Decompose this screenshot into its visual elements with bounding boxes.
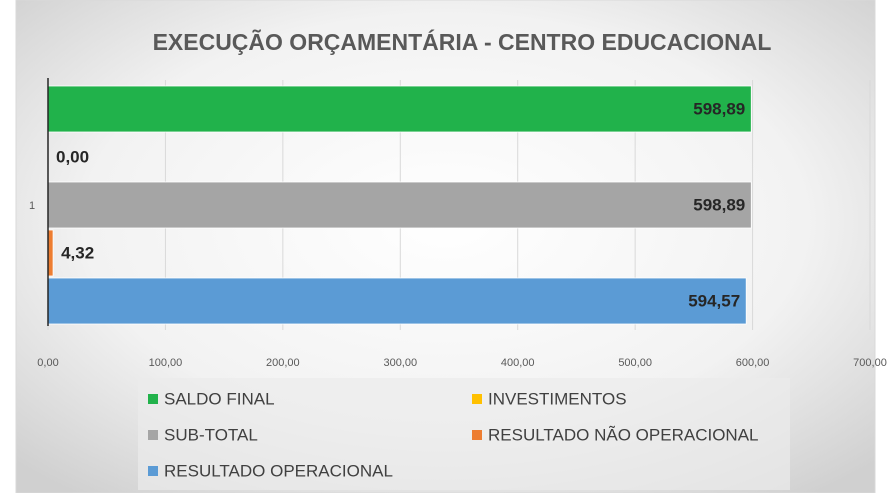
x-tick-label: 400,00	[501, 357, 535, 369]
x-tick-label: 200,00	[266, 357, 300, 369]
bar	[47, 229, 54, 277]
x-tick-label: 100,00	[149, 357, 183, 369]
bar	[47, 85, 752, 133]
bar	[47, 181, 752, 229]
chart-title: EXECUÇÃO ORÇAMENTÁRIA - CENTRO EDUCACION…	[153, 28, 772, 55]
legend-label: SALDO FINAL	[164, 389, 275, 408]
x-tick-label: 500,00	[618, 357, 652, 369]
data-label: 0,00	[56, 147, 89, 166]
bar	[47, 277, 747, 325]
x-tick-label: 600,00	[736, 357, 770, 369]
legend-swatch	[148, 430, 158, 440]
legend-box	[138, 378, 790, 490]
data-label: 594,57	[688, 291, 740, 310]
x-tick-label: 300,00	[383, 357, 417, 369]
data-label: 4,32	[61, 243, 94, 262]
x-tick-label: 0,00	[37, 357, 58, 369]
y-tick-label: 1	[29, 200, 35, 212]
data-label: 598,89	[693, 99, 745, 118]
legend-swatch	[148, 466, 158, 476]
legend-label: RESULTADO NÃO OPERACIONAL	[488, 425, 758, 444]
legend-label: INVESTIMENTOS	[488, 389, 627, 408]
legend-swatch	[148, 394, 158, 404]
legend-swatch	[472, 394, 482, 404]
legend-swatch	[472, 430, 482, 440]
legend-label: RESULTADO OPERACIONAL	[164, 461, 393, 480]
x-tick-label: 700,00	[853, 357, 887, 369]
legend-label: SUB-TOTAL	[164, 425, 258, 444]
data-label: 598,89	[693, 195, 745, 214]
